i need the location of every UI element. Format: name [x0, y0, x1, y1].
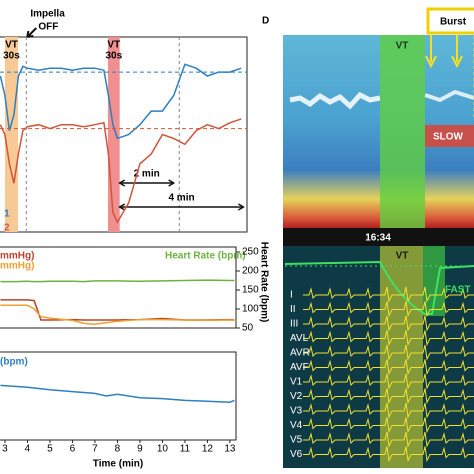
lead-label: V6	[290, 449, 303, 460]
slow-label: SLOW	[433, 132, 464, 143]
series-line	[0, 384, 235, 403]
series-line	[0, 279, 235, 283]
vt-band	[380, 35, 425, 228]
legend-entry: (bpm)	[0, 357, 28, 368]
arrow-head	[118, 203, 245, 211]
vt-label: VT	[396, 41, 409, 52]
fast-label: FAST	[445, 285, 471, 296]
slow-box	[425, 125, 474, 147]
ecg-trace	[303, 402, 474, 419]
panel-frame	[0, 351, 237, 441]
x-tick-label: 6	[70, 444, 76, 455]
x-tick-label: 3	[2, 444, 8, 455]
x-axis-label: Time (min)	[93, 459, 143, 470]
vt-label: 30s	[105, 51, 122, 62]
span-label: 4 min	[168, 193, 194, 204]
span-label: 2 min	[134, 169, 160, 180]
burst-label: Burst	[440, 17, 467, 28]
lead-label: II	[290, 304, 296, 315]
lead-label: AVL	[290, 333, 309, 344]
vt-label: VT	[5, 40, 18, 51]
legend-entry: 1	[4, 209, 10, 220]
lead-label: AVR	[290, 348, 310, 359]
vt-band	[4, 37, 18, 232]
lead-label: V2	[290, 391, 303, 402]
lead-label: I	[290, 290, 293, 301]
legend-entry: mmHg)	[0, 261, 34, 272]
lead-label: III	[290, 319, 298, 330]
vt-band	[107, 37, 120, 232]
vt-label: 30s	[3, 51, 20, 62]
ecg-trace	[303, 286, 474, 303]
lead-label: V5	[290, 435, 303, 446]
ecg-trace	[303, 446, 474, 463]
vt-label: VT	[107, 40, 120, 51]
ecg-trace	[303, 301, 474, 318]
y2-tick-label: 100	[242, 304, 259, 315]
panel-frame	[0, 36, 248, 233]
ecg-trace	[303, 359, 474, 376]
ecg-trace	[303, 315, 474, 332]
x-tick-label: 9	[137, 444, 143, 455]
x-tick-label: 13	[224, 444, 236, 455]
flow-trace	[424, 89, 474, 103]
ecg-trace	[303, 330, 474, 347]
y2-tick-label: 50	[242, 323, 254, 334]
vt-label: VT	[396, 251, 409, 262]
burst-box	[426, 7, 474, 35]
time-bar	[283, 228, 474, 246]
flow-trace	[289, 91, 381, 110]
ecg-trace	[303, 373, 474, 390]
lead-label: V3	[290, 406, 303, 417]
lead-label: V4	[290, 420, 303, 431]
burst-arrows	[425, 35, 463, 69]
y2-axis-label: Heart Rate (bpm)	[258, 242, 269, 323]
impella-label: Impella	[30, 9, 65, 20]
pressure-trace	[284, 260, 474, 315]
x-tick-label: 12	[202, 444, 214, 455]
impella-label: OFF	[38, 22, 58, 33]
lead-label: AVF	[290, 362, 309, 373]
x-tick-label: 10	[157, 444, 169, 455]
series-line	[0, 118, 242, 224]
series-line	[0, 63, 242, 140]
arrow-head	[118, 179, 176, 187]
impella-arrow	[26, 27, 38, 38]
ecg-trace	[303, 344, 474, 361]
ecg-trace	[303, 417, 474, 434]
lead-label: V1	[290, 377, 303, 388]
y2-tick-label: 200	[242, 266, 259, 277]
vt-band	[380, 246, 423, 468]
x-tick-label: 4	[25, 444, 31, 455]
x-tick-label: 11	[180, 444, 191, 455]
legend-entry: Heart Rate (bpm)	[165, 251, 246, 262]
series-line	[0, 304, 235, 325]
x-tick-label: 8	[115, 444, 121, 455]
x-tick-label: 5	[47, 444, 53, 455]
ecg-trace	[303, 388, 474, 405]
x-tick-label: 7	[92, 444, 98, 455]
time-label: 16:34	[365, 233, 391, 244]
y2-tick-label: 150	[242, 285, 259, 296]
ecg-traces	[303, 286, 474, 463]
y2-tick-label: 250	[242, 247, 259, 258]
panel-frame	[0, 246, 237, 329]
legend-entry: 2	[4, 223, 10, 234]
ecg-trace	[303, 431, 474, 448]
legend-entry: mmHg)	[0, 251, 34, 262]
panel-label: D	[262, 16, 269, 27]
